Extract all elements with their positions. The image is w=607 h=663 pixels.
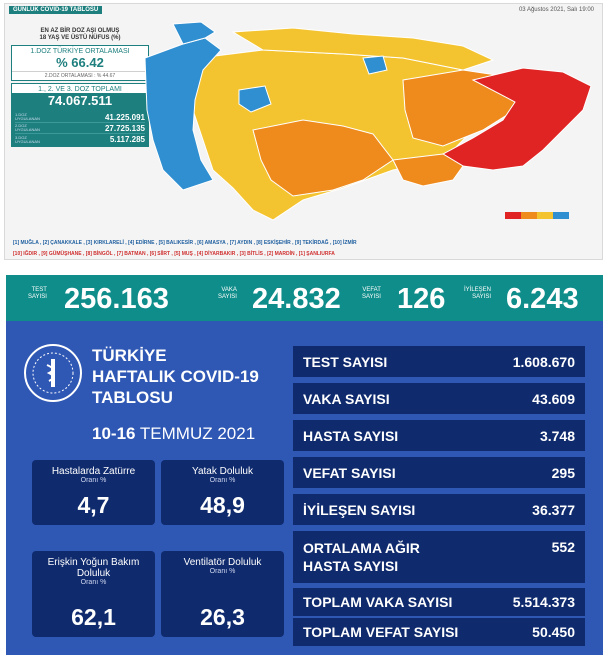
total-doses-box: 1., 2. VE 3. DOZ TOPLAMI 74.067.511 <box>11 83 149 110</box>
weekly-title: TÜRKİYE HAFTALIK COVID-19 TABLOSU <box>92 346 259 407</box>
tile-subtitle: Oranı % <box>209 477 236 484</box>
dose-label: 1.DOZ UYGULANAN <box>15 112 40 121</box>
tile-subtitle: Oranı % <box>209 568 236 575</box>
weekly-date-days: 10-16 <box>92 424 136 443</box>
map-region-south <box>252 119 394 197</box>
stat-value: 50.450 <box>532 624 575 640</box>
dose-label: 2.DOZ UYGULANAN <box>15 123 40 132</box>
weekly-date: 10-16 TEMMUZ 2021 <box>92 424 255 444</box>
stat-row-patient: HASTA SAYISI 3.748 <box>293 420 585 451</box>
best-provinces-legend: [1] MUĞLA , [2] ÇANAKKALE , [3] KIRKLARE… <box>13 240 357 246</box>
daily-test-value: 256.163 <box>64 283 169 315</box>
dose-list: 1.DOZ UYGULANAN 41.225.091 2.DOZ UYGULAN… <box>11 110 149 147</box>
map-region-thrace <box>172 21 216 45</box>
tile-value: 4,7 <box>77 492 110 518</box>
dose-value: 5.117.285 <box>109 135 145 144</box>
map-panel-date: 03 Ağustos 2021, Salı 19:00 <box>518 7 594 13</box>
tile-title: Hastalarda Zatürre <box>51 466 136 477</box>
tile-title: Erişkin Yoğun Bakım Doluluk <box>47 557 140 579</box>
tile-title: Ventilatör Doluluk <box>183 557 262 568</box>
map-scale-blue <box>553 212 569 219</box>
weekly-date-month: TEMMUZ 2021 <box>135 424 256 443</box>
vaccination-summary: EN AZ BİR DOZ AŞI OLMUŞ 18 YAŞ VE ÜSTÜ N… <box>11 28 149 180</box>
daily-recovered-value: 6.243 <box>506 283 579 315</box>
stat-value: 552 <box>551 539 575 555</box>
map-region-southeast-orange <box>392 153 464 187</box>
first-dose-average-value: % 66.42 <box>56 55 104 70</box>
stat-row-case: VAKA SAYISI 43.609 <box>293 383 585 414</box>
daily-death-value: 126 <box>397 283 446 315</box>
map-region-west <box>144 37 222 191</box>
stat-row-total-case: TOPLAM VAKA SAYISI 5.514.373 <box>293 588 585 616</box>
map-region-north <box>231 27 495 71</box>
stat-value: 5.514.373 <box>512 594 575 610</box>
daily-recovered-label: İYİLEŞEN SAYISI <box>464 287 492 300</box>
ventilator-occupancy-tile: Ventilatör Doluluk Oranı % 26,3 <box>161 551 284 637</box>
worst-provinces-legend: [10] IĞDIR , [9] GÜMÜŞHANE , [8] BİNGÖL … <box>13 251 335 257</box>
stat-label: TEST SAYISI <box>303 354 388 370</box>
stat-value: 36.377 <box>532 502 575 518</box>
map-scale-orange <box>521 212 537 219</box>
daily-case-label: VAKA SAYISI <box>218 287 237 300</box>
total-doses-label: 1., 2. VE 3. DOZ TOPLAMI <box>38 86 122 93</box>
second-dose-average: 2.DOZ ORTALAMASI : % 44.67 <box>12 71 148 80</box>
stat-value: 1.608.670 <box>512 354 575 370</box>
first-dose-average-box: 1.DOZ TÜRKİYE ORTALAMASI % 66.42 2.DOZ O… <box>11 45 149 81</box>
tile-subtitle: Oranı % <box>80 579 107 586</box>
stat-label: VAKA SAYISI <box>303 391 390 407</box>
map-scale-yellow <box>537 212 553 219</box>
stat-row-total-death: TOPLAM VEFAT SAYISI 50.450 <box>293 618 585 646</box>
stat-label: İYİLEŞEN SAYISI <box>303 502 416 518</box>
map-region-eskisehir <box>238 85 272 113</box>
vaccination-map-panel: GÜNLÜK COVID-19 TABLOSU 03 Ağustos 2021,… <box>4 3 603 260</box>
tile-value: 62,1 <box>71 604 116 630</box>
tile-value: 26,3 <box>200 604 245 630</box>
daily-case-value: 24.832 <box>252 283 341 315</box>
bed-occupancy-tile: Yatak Doluluk Oranı % 48,9 <box>161 460 284 525</box>
total-doses-value: 74.067.511 <box>12 93 148 109</box>
daily-death-label: VEFAT SAYISI <box>362 287 381 300</box>
turkey-province-map <box>144 21 592 221</box>
dose-row: 1.DOZ UYGULANAN 41.225.091 <box>15 112 145 123</box>
dose-row: 3.DOZ UYGULANAN 5.117.285 <box>15 134 145 145</box>
stat-label: ORTALAMA AĞIR HASTA SAYISI <box>303 540 420 574</box>
vaccination-header: EN AZ BİR DOZ AŞI OLMUŞ 18 YAŞ VE ÜSTÜ N… <box>39 28 121 41</box>
tile-title: Yatak Doluluk <box>192 466 253 477</box>
pneumonia-rate-tile: Hastalarda Zatürre Oranı % 4,7 <box>32 460 155 525</box>
ministry-seal-icon <box>24 344 82 402</box>
stat-label: VEFAT SAYISI <box>303 465 396 481</box>
dose-value: 27.725.135 <box>104 123 145 133</box>
stat-value: 3.748 <box>539 428 575 444</box>
stat-label: TOPLAM VAKA SAYISI <box>303 594 453 610</box>
map-scale-red <box>505 212 521 219</box>
map-region-far-east <box>441 67 592 171</box>
tile-value: 48,9 <box>200 492 245 518</box>
dose-label: 3.DOZ UYGULANAN <box>15 134 40 144</box>
daily-stats-strip: TEST SAYISI 256.163 VAKA SAYISI 24.832 V… <box>6 275 603 321</box>
stat-value: 295 <box>551 465 575 481</box>
map-panel-title: GÜNLÜK COVID-19 TABLOSU <box>9 6 103 14</box>
icu-occupancy-tile: Erişkin Yoğun Bakım Doluluk Oranı % 62,1 <box>32 551 155 637</box>
weekly-panel: TÜRKİYE HAFTALIK COVID-19 TABLOSU 10-16 … <box>6 321 603 655</box>
dose-row: 2.DOZ UYGULANAN 27.725.135 <box>15 123 145 134</box>
stat-row-test: TEST SAYISI 1.608.670 <box>293 346 585 377</box>
map-region-amasya <box>362 55 388 75</box>
stat-row-severe: ORTALAMA AĞIR HASTA SAYISI 552 <box>293 531 585 583</box>
dose-value: 41.225.091 <box>104 112 145 122</box>
tile-subtitle: Oranı % <box>80 477 107 484</box>
stat-row-death: VEFAT SAYISI 295 <box>293 457 585 488</box>
first-dose-average-label: 1.DOZ TÜRKİYE ORTALAMASI <box>30 48 130 55</box>
stat-label: TOPLAM VEFAT SAYISI <box>303 624 459 640</box>
stat-label: HASTA SAYISI <box>303 428 399 444</box>
stat-value: 43.609 <box>532 391 575 407</box>
daily-test-label: TEST SAYISI <box>28 287 47 300</box>
stat-row-recovered: İYİLEŞEN SAYISI 36.377 <box>293 494 585 525</box>
